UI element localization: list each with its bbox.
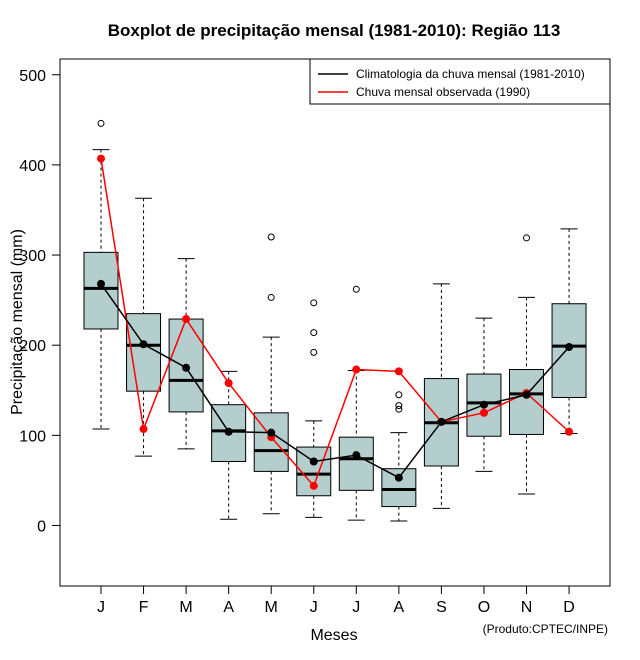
- x-tick-label: A: [223, 599, 234, 616]
- outlier-point: [267, 293, 275, 301]
- y-tick-label: 300: [19, 248, 46, 265]
- series-point: [97, 154, 105, 163]
- series-point: [309, 457, 318, 466]
- series-point: [522, 390, 531, 399]
- legend-label: Climatologia da chuva mensal (1981-2010): [356, 67, 585, 81]
- series-point: [267, 428, 276, 437]
- credit-text: (Produto:CPTEC/INPE): [483, 622, 608, 636]
- y-axis: 0 100 200 300 400 500: [19, 68, 61, 536]
- box-month-1: [83, 119, 119, 430]
- y-tick-label: 500: [19, 68, 46, 85]
- outlier-point: [395, 402, 403, 410]
- box-iqr: [466, 373, 502, 437]
- series-point: [479, 408, 488, 417]
- series-point: [565, 343, 574, 352]
- series-line: [100, 158, 570, 488]
- series-point: [352, 365, 361, 374]
- series-point: [182, 315, 191, 324]
- box-month-11: [509, 234, 544, 495]
- chart-title: Boxplot de precipitação mensal (1981-201…: [108, 21, 561, 40]
- x-tick-label: S: [436, 599, 447, 616]
- series-point: [565, 427, 574, 436]
- box-iqr: [83, 251, 119, 330]
- series-point: [309, 481, 318, 490]
- box-month-9: [423, 283, 459, 509]
- series-point: [394, 367, 403, 376]
- series-layer: [97, 154, 574, 490]
- series-observed-1990: [97, 154, 574, 490]
- box-iqr: [338, 436, 374, 491]
- box-month-7: [338, 285, 374, 521]
- box-month-3: [168, 258, 204, 450]
- box-month-10: [466, 317, 502, 472]
- outlier-point: [267, 233, 275, 241]
- box-month-12: [551, 228, 587, 435]
- x-tick-label: O: [478, 599, 490, 616]
- box-month-8: [381, 391, 417, 522]
- x-tick-label: J: [310, 599, 318, 616]
- box-month-4: [211, 370, 247, 520]
- outlier-point: [352, 285, 360, 293]
- x-tick-label: J: [97, 599, 105, 616]
- box-iqr: [509, 369, 544, 435]
- outlier-point: [310, 329, 318, 337]
- legend: Climatologia da chuva mensal (1981-2010)…: [309, 58, 611, 105]
- series-point: [394, 473, 403, 482]
- series-point: [479, 400, 488, 409]
- series-line: [100, 283, 570, 479]
- x-tick-label: N: [521, 599, 533, 616]
- outlier-point: [395, 405, 403, 413]
- outlier-point: [523, 234, 530, 242]
- legend-label: Chuva mensal observada (1990): [356, 85, 530, 99]
- series-point: [352, 451, 361, 460]
- y-tick-label: 100: [19, 428, 46, 445]
- x-tick-label: D: [563, 599, 575, 616]
- outlier-point: [395, 391, 403, 399]
- y-tick-label: 0: [37, 519, 46, 536]
- series-point: [139, 340, 148, 349]
- box-month-5: [253, 233, 289, 515]
- outlier-point: [310, 299, 318, 307]
- series-climatology: [97, 279, 574, 482]
- x-tick-label: M: [265, 599, 278, 616]
- x-tick-label: A: [394, 599, 405, 616]
- series-point: [224, 427, 233, 436]
- boxes-layer: [83, 119, 587, 522]
- y-axis-label: Precipitação mensal (mm): [9, 229, 26, 415]
- x-axis-label: Meses: [310, 627, 357, 644]
- series-point: [182, 363, 191, 372]
- series-point: [437, 417, 446, 426]
- series-point: [224, 379, 233, 388]
- x-tick-label: F: [139, 599, 149, 616]
- outlier-point: [310, 348, 318, 356]
- legend-box: [309, 58, 611, 105]
- series-point: [97, 279, 105, 288]
- y-tick-label: 200: [19, 338, 46, 355]
- series-point: [139, 425, 148, 434]
- x-tick-label: J: [352, 599, 360, 616]
- x-tick-label: M: [179, 599, 192, 616]
- y-tick-label: 400: [19, 158, 46, 175]
- outlier-point: [97, 119, 105, 127]
